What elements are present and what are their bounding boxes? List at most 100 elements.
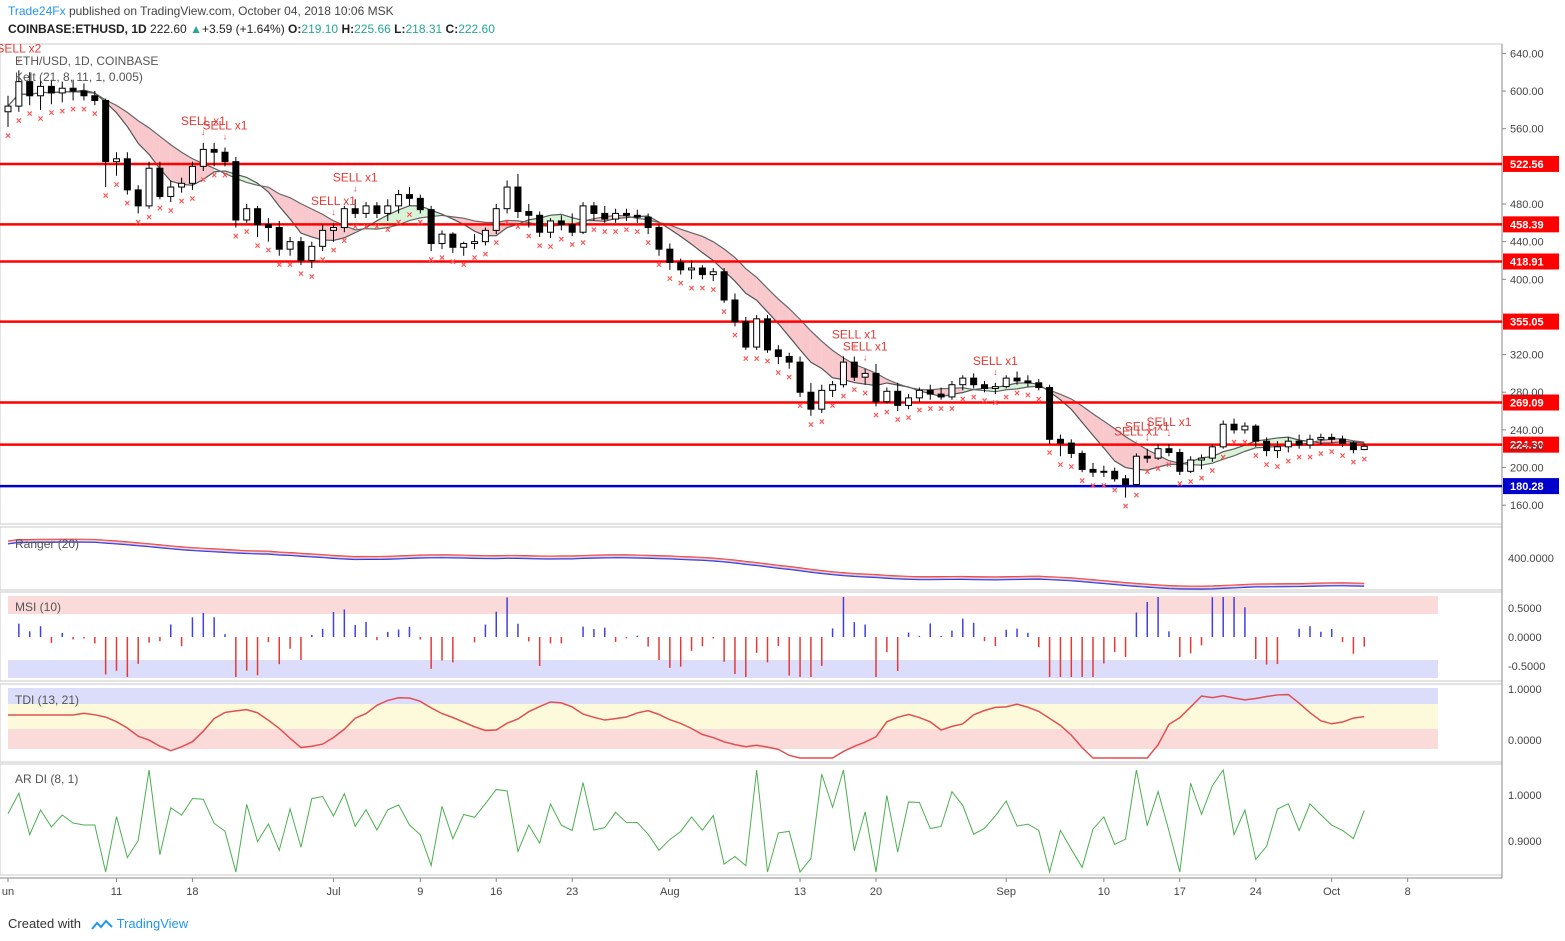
cloud-segment [1093,413,1104,449]
time-tick-label: 23 [566,886,578,898]
candle-body [492,208,500,231]
sell-signal-label: SELL x1 [1125,420,1170,434]
candle-body [568,224,576,233]
candle-body [1198,457,1205,461]
cloud-segment [1234,445,1245,456]
candle-body [720,271,728,301]
price-tick-label: 640.00 [1510,48,1544,60]
candle-body [937,393,945,398]
candle-body [416,197,424,211]
cross-marker: × [1068,462,1074,473]
time-tick-label: 17 [1174,886,1186,898]
keltner-indicator-title: Kelt (21, 8, 11, 1, 0.005) [15,70,143,84]
cross-marker: × [526,232,532,243]
cross-marker: × [428,255,434,266]
candle-body [557,220,565,226]
cross-marker: × [157,203,163,214]
cross-marker: × [797,401,803,412]
candle-body [69,87,77,92]
cross-marker: × [48,108,54,119]
cross-marker: × [1003,392,1009,403]
cloud-segment [1082,406,1093,436]
candle-body [894,390,902,406]
candle-body [1230,423,1238,431]
cross-marker: × [1264,460,1270,471]
sell-signal-arrow: ↓ [993,367,998,377]
cloud-segment [745,268,757,301]
high-value: 225.66 [354,22,391,36]
cloud-segment [1006,383,1018,390]
cloud-segment [821,341,833,378]
cross-marker: × [1340,451,1346,462]
time-tick-label: 16 [490,886,502,898]
candle-body [991,386,999,389]
cross-marker: × [1350,457,1356,468]
open-value: 219.10 [301,22,339,36]
publisher-name[interactable]: Trade24Fx [8,4,66,18]
tradingview-link[interactable]: TradingView [116,916,189,931]
cross-marker: × [710,285,716,296]
cross-marker: × [493,238,499,249]
cross-marker: × [168,206,174,217]
sell-signal-arrow: ↓ [852,340,857,350]
chart-canvas[interactable]: × × × × × × × × × × × × × × × × × × × × × × × × × × × × × × × × × × × × × × × ×… [0,42,1565,912]
candle-body [145,167,153,207]
change-text: +3.59 (+1.64%) [201,22,285,36]
cross-marker: × [114,180,120,191]
candle-body [4,105,12,113]
candle-body [959,377,967,386]
candle-body [167,186,175,197]
pane-frame-1 [0,526,1503,591]
cross-marker: × [103,191,109,202]
candle-body [644,216,652,229]
cross-marker: × [1253,451,1259,462]
cross-marker: × [200,175,206,186]
candle-body [1317,436,1325,440]
cross-marker: × [1307,453,1313,464]
level-tag-label: 224.30 [1510,440,1544,452]
cross-marker: × [916,406,922,417]
cross-marker: × [1133,490,1139,501]
candle-body [970,377,978,386]
candle-body [1187,459,1195,472]
candle-body [861,372,869,378]
candle-body [1273,446,1281,452]
msi-pane-title: MSI (10) [15,600,61,614]
cross-marker: × [569,240,575,251]
candle-body [1306,438,1314,446]
msi-axis-label-zero: 0.0000 [1508,632,1542,644]
cross-marker: × [16,116,22,127]
level-tag-label: 355.05 [1510,317,1544,329]
cross-marker: × [396,217,402,228]
time-tick-label: 9 [417,886,423,898]
price-tick-label: 440.00 [1510,237,1544,249]
candle-body [26,81,34,97]
candle-body [384,205,392,214]
candle-body [742,321,750,348]
price-tick-label: 560.00 [1510,124,1544,136]
cross-marker: × [1112,486,1118,497]
candle-body [1360,445,1368,451]
candle-body [883,390,891,403]
sell-signals: SELL x2↓SELL x1↓SELL x1↓SELL x1↓SELL x1↓… [0,42,1192,447]
cross-marker: × [450,257,456,268]
candle-body [1263,440,1271,452]
sell-signal-arrow: ↓ [1145,433,1150,443]
candle-body [1328,436,1336,440]
candle-body [438,233,446,245]
cross-marker: × [580,238,586,249]
time-tick-label: 10 [1098,886,1110,898]
candle-body [481,229,489,243]
cross-marker: × [1155,464,1161,475]
tdi-pane-title: TDI (13, 21) [15,693,79,707]
cross-marker: × [363,222,369,233]
cross-marker: × [515,222,521,233]
low-label: L: [394,22,406,36]
cloud-segment [268,187,280,207]
cross-marker: × [179,197,185,208]
candle-body [915,389,923,399]
price-tick-label: 200.00 [1510,463,1544,475]
price-tick-label: 240.00 [1510,425,1544,437]
candle-body [286,241,294,250]
publish-line: Trade24Fx published on TradingView.com, … [8,4,394,18]
